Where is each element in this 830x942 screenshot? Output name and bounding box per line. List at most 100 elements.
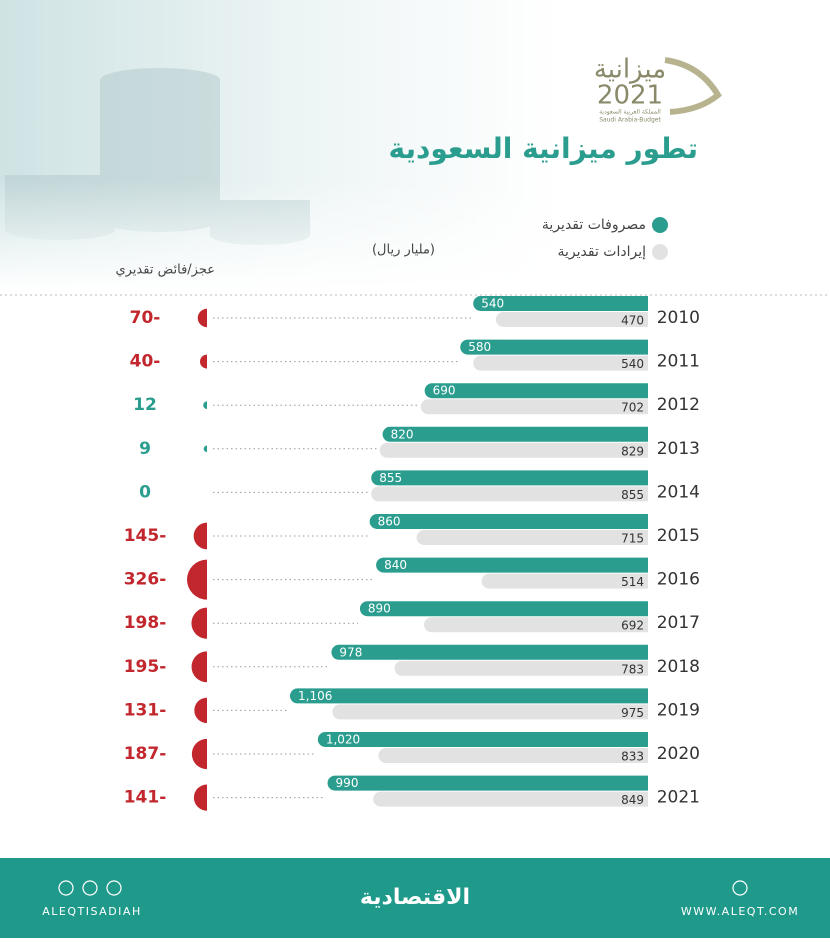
footer-website: WWW.ALEQT.COM (681, 905, 799, 918)
legend-label: مصروفات تقديرية (542, 217, 646, 233)
revenue-bar (378, 748, 648, 763)
legend-swatch (652, 217, 668, 233)
expenditure-bar (424, 383, 648, 399)
year-label: 2011 (657, 352, 700, 372)
balance-label: 12 (133, 395, 157, 415)
footer-band (0, 858, 830, 938)
balance-marker (197, 308, 207, 328)
revenue-value-label: 514 (621, 575, 644, 589)
expenditure-value-label: 860 (378, 515, 401, 529)
balance-label: 195- (124, 657, 167, 677)
revenue-bar (424, 617, 648, 633)
year-label: 2018 (657, 657, 700, 677)
expenditure-bar (460, 339, 648, 355)
logo-subtitle-ar: المملكة العربية السعودية (599, 109, 661, 116)
expenditure-value-label: 1,020 (326, 733, 360, 747)
footer-brand: الاقتصادية (360, 885, 470, 910)
revenue-bar (371, 486, 648, 502)
revenue-value-label: 692 (621, 619, 644, 633)
balance-label: 9 (139, 439, 151, 459)
balance-label: 326- (124, 570, 167, 590)
expenditure-value-label: 990 (336, 776, 359, 790)
expenditure-value-label: 1,106 (298, 689, 332, 703)
header-fade (0, 180, 560, 290)
expenditure-bar (376, 557, 648, 573)
revenue-value-label: 849 (621, 793, 644, 807)
expenditure-bar (369, 514, 648, 529)
balance-marker (191, 738, 207, 770)
balance-label: 198- (124, 613, 167, 633)
revenue-value-label: 833 (621, 750, 644, 764)
balance-header: عجز/فائض تقديري (115, 263, 215, 278)
balance-label: 70- (130, 308, 161, 328)
balance-label: 0 (139, 482, 151, 502)
year-label: 2010 (657, 308, 700, 328)
expenditure-bar (331, 644, 648, 660)
expenditure-bar (317, 732, 648, 748)
revenue-bar (420, 399, 648, 415)
year-label: 2014 (657, 482, 700, 502)
year-label: 2019 (657, 700, 700, 720)
legend-swatch (652, 244, 668, 260)
balance-marker (191, 651, 207, 683)
expenditure-bar (371, 470, 648, 486)
revenue-bar (373, 791, 648, 807)
social-icons (58, 880, 748, 896)
expenditure-value-label: 840 (384, 558, 407, 572)
balance-label: 40- (130, 352, 161, 372)
balance-marker (193, 522, 207, 550)
revenue-bar (473, 355, 648, 371)
revenue-value-label: 470 (621, 314, 644, 328)
expenditure-value-label: 890 (368, 602, 391, 616)
balance-label: 145- (124, 526, 167, 546)
year-label: 2013 (657, 439, 700, 459)
footer-handle: ALEQTISADIAH (42, 905, 141, 918)
chart-title: تطور ميزانية السعودية (389, 132, 699, 165)
revenue-value-label: 540 (621, 357, 644, 371)
expenditure-value-label: 978 (339, 645, 362, 659)
revenue-value-label: 783 (621, 662, 644, 676)
revenue-value-label: 702 (621, 401, 644, 415)
revenue-bar (495, 312, 648, 327)
balance-marker (193, 784, 207, 811)
balance-label: 187- (124, 744, 167, 764)
balance-marker (203, 401, 207, 410)
plot-area: مصروفات تقديرية إيرادات تقديرية 2010 540 470… (124, 217, 700, 811)
expenditure-bar (359, 601, 648, 617)
expenditure-value-label: 690 (433, 384, 456, 398)
expenditure-bar (473, 296, 648, 311)
revenue-value-label: 975 (621, 706, 644, 720)
revenue-value-label: 829 (621, 444, 644, 458)
budget-logo: ميزانية 2021 المملكة العربية السعودية Sa… (594, 55, 722, 124)
revenue-bar (332, 704, 648, 720)
revenue-bar (394, 660, 648, 676)
balance-marker (191, 607, 207, 639)
expenditure-value-label: 540 (481, 297, 504, 311)
legend-label: إيرادات تقديرية (557, 244, 646, 260)
revenue-bar (481, 573, 648, 589)
balance-marker (199, 354, 207, 369)
revenue-bar (416, 530, 648, 545)
logo-subtitle-en: Saudi Arabia-Budget (599, 117, 661, 124)
balance-label: 141- (124, 788, 167, 808)
year-label: 2012 (657, 395, 700, 415)
year-label: 2021 (657, 788, 700, 808)
logo-title: ميزانية (594, 55, 666, 85)
balance-marker (203, 445, 207, 453)
expenditure-value-label: 820 (391, 427, 414, 441)
unit-label: (مليار ريال) (372, 243, 435, 258)
expenditure-bar (382, 426, 648, 442)
expenditure-value-label: 855 (379, 471, 402, 485)
revenue-value-label: 715 (621, 532, 644, 546)
balance-marker (187, 559, 207, 600)
year-label: 2016 (657, 570, 700, 590)
year-label: 2020 (657, 744, 700, 764)
expenditure-bar (290, 688, 648, 704)
revenue-bar (379, 442, 648, 458)
year-label: 2015 (657, 526, 700, 546)
year-label: 2017 (657, 613, 700, 633)
expenditure-bar (327, 775, 648, 791)
expenditure-value-label: 580 (468, 340, 491, 354)
balance-marker (194, 697, 207, 724)
